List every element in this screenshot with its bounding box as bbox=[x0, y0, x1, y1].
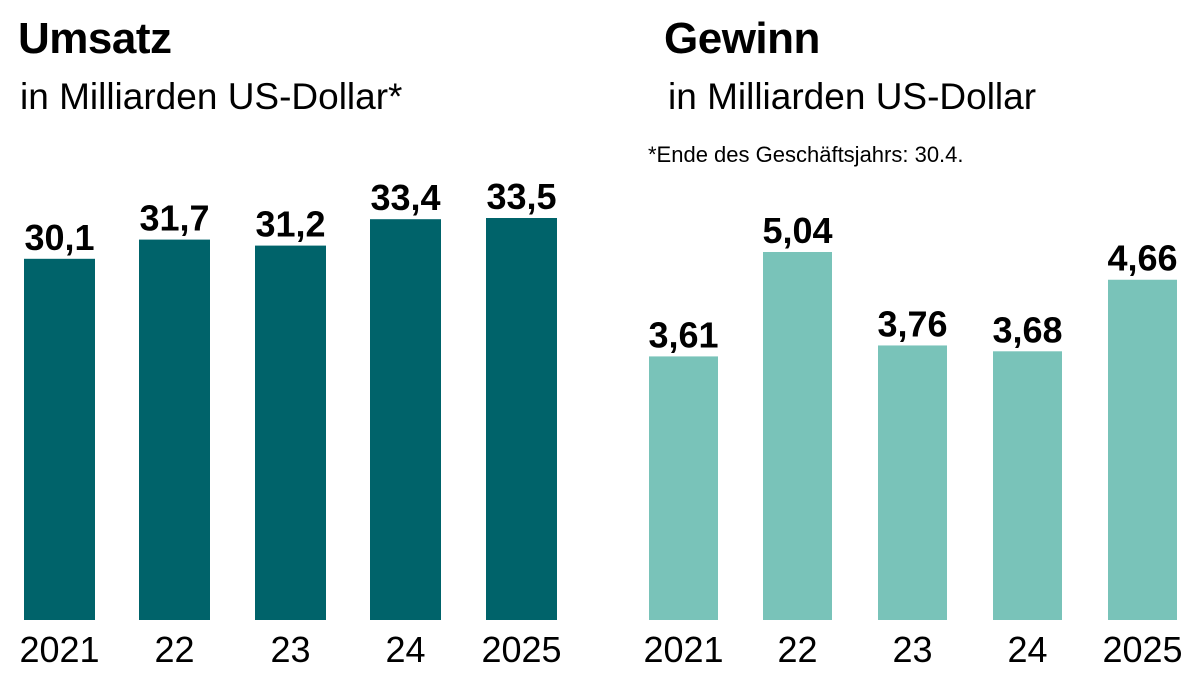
gewinn-value-label: 3,76 bbox=[877, 303, 947, 344]
umsatz-bar-22 bbox=[139, 239, 210, 620]
left-chart-title: Umsatz bbox=[18, 14, 172, 63]
gewinn-x-tick-label: 22 bbox=[777, 629, 817, 670]
gewinn-value-label: 3,61 bbox=[648, 314, 718, 355]
umsatz-bar-23 bbox=[255, 245, 326, 620]
gewinn-bar-22 bbox=[763, 252, 832, 620]
gewinn-x-tick-label: 2025 bbox=[1102, 629, 1182, 670]
gewinn-x-tick-label: 23 bbox=[892, 629, 932, 670]
umsatz-x-tick-label: 2021 bbox=[19, 629, 99, 670]
gewinn-value-label: 4,66 bbox=[1107, 238, 1177, 279]
umsatz-bar-2021 bbox=[24, 258, 95, 620]
umsatz-x-tick-label: 23 bbox=[270, 629, 310, 670]
left-chart-subtitle: in Milliarden US-Dollar* bbox=[20, 76, 403, 117]
umsatz-bar-2025 bbox=[486, 218, 557, 620]
gewinn-value-label: 3,68 bbox=[992, 309, 1062, 350]
umsatz-x-tick-label: 22 bbox=[154, 629, 194, 670]
umsatz-value-label: 31,7 bbox=[139, 198, 209, 239]
umsatz-x-tick-label: 2025 bbox=[481, 629, 561, 670]
umsatz-value-label: 33,5 bbox=[486, 176, 556, 217]
umsatz-bar-24 bbox=[370, 219, 441, 620]
gewinn-x-tick-label: 2021 bbox=[643, 629, 723, 670]
gewinn-bar-2021 bbox=[649, 356, 718, 620]
umsatz-value-label: 31,2 bbox=[255, 204, 325, 245]
gewinn-bar-23 bbox=[878, 345, 947, 620]
gewinn-bar-24 bbox=[993, 351, 1062, 620]
right-chart-title: Gewinn bbox=[664, 14, 820, 63]
umsatz-x-tick-label: 24 bbox=[385, 629, 425, 670]
umsatz-value-label: 30,1 bbox=[24, 217, 94, 258]
gewinn-value-label: 5,04 bbox=[762, 210, 832, 251]
footnote: *Ende des Geschäftsjahrs: 30.4. bbox=[648, 142, 964, 167]
gewinn-x-tick-label: 24 bbox=[1007, 629, 1047, 670]
gewinn-bar-2025 bbox=[1108, 279, 1177, 620]
right-chart-subtitle: in Milliarden US-Dollar bbox=[668, 76, 1037, 117]
umsatz-value-label: 33,4 bbox=[370, 177, 440, 218]
